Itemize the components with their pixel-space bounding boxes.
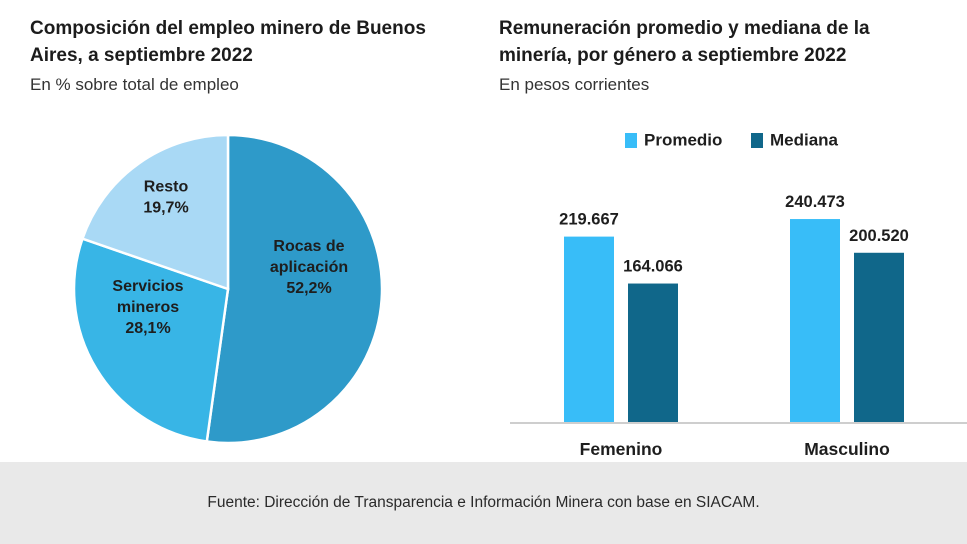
legend-swatch-promedio (625, 133, 637, 148)
pie-chart: Rocas de aplicación 52,2% Servicios mineros 2… (72, 133, 384, 445)
bar-promedio-masculino (790, 219, 840, 422)
legend-swatch-mediana (751, 133, 763, 148)
pie-chart-subtitle: En % sobre total de empleo (30, 75, 239, 94)
bar-mediana-femenino (628, 283, 678, 422)
pie-chart-panel: Composición del empleo minero de Buenos … (0, 0, 470, 462)
pie-slice-value-label: 28,1% (125, 320, 170, 337)
pie-slice-value-label: 19,7% (143, 200, 188, 217)
pie-chart-title: Composición del empleo minero de Buenos … (30, 18, 426, 66)
pie-slice-servicios (72, 237, 230, 443)
pie-slice-category-label: Servicios (112, 278, 183, 295)
x-tick-label: Masculino (804, 439, 890, 459)
bar-value-label: 219.667 (559, 211, 619, 229)
bar-value-label: 240.473 (785, 193, 845, 211)
pie-slice-resto (80, 133, 230, 291)
bar-chart-panel: Remuneración promedio y mediana de la mi… (470, 0, 967, 462)
bar-chart: Promedio Mediana 219.667 164.066 Femenino 240… (510, 130, 967, 459)
bar-chart-subtitle: En pesos corrientes (499, 75, 650, 94)
source-footer: Fuente: Dirección de Transparencia e Inf… (0, 462, 967, 544)
source-note: Fuente: Dirección de Transparencia e Inf… (207, 494, 760, 511)
pie-slice-category-label: aplicación (270, 259, 348, 276)
bar-promedio-femenino (564, 236, 614, 422)
bar-mediana-masculino (854, 252, 904, 422)
bar-value-label: 200.520 (849, 227, 909, 245)
bar-value-label: 164.066 (623, 258, 683, 276)
pie-slice-rocas (205, 133, 384, 445)
legend-label-promedio: Promedio (644, 130, 722, 149)
x-tick-label: Femenino (580, 439, 663, 459)
pie-slice-category-label: mineros (117, 299, 179, 316)
legend-label-mediana: Mediana (770, 130, 839, 149)
bar-chart-title: Remuneración promedio y mediana de la mi… (499, 18, 870, 66)
pie-slice-category-label: Rocas de (273, 238, 344, 255)
pie-slice-value-label: 52,2% (286, 280, 331, 297)
pie-slice-category-label: Resto (144, 179, 189, 196)
